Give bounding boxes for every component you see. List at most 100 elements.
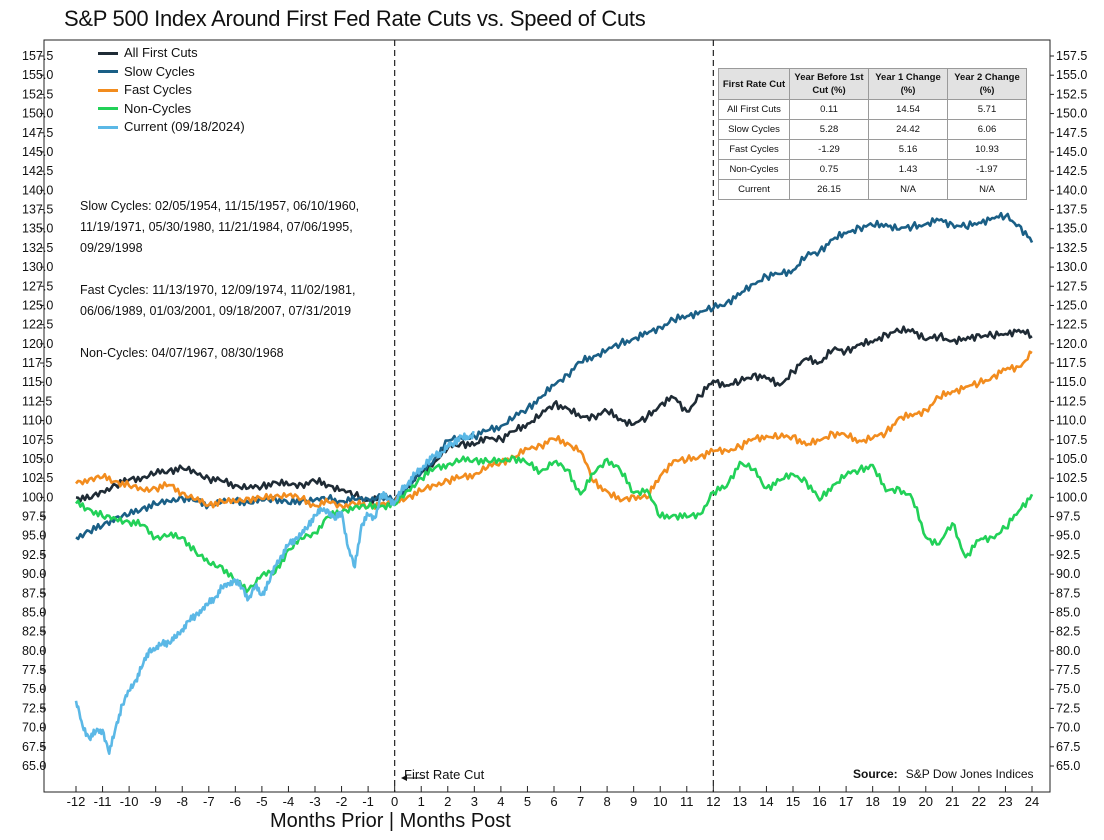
x-tick-label: -9	[150, 794, 162, 809]
y-tick-label: 75.0	[22, 682, 46, 696]
legend-label: All First Cuts	[124, 45, 198, 60]
x-tick-label: -8	[176, 794, 188, 809]
x-tick-label: -2	[336, 794, 348, 809]
table-cell: 1.43	[868, 159, 948, 180]
y-tick-label: 115.0	[1056, 375, 1086, 389]
y-tick-label: 125.0	[1056, 298, 1087, 312]
table-cell: 26.15	[789, 179, 869, 200]
y-tick-label: 85.0	[1056, 605, 1080, 619]
y-tick-label: 72.5	[22, 701, 46, 715]
x-tick-label: 21	[945, 794, 959, 809]
y-tick-label: 112.5	[1056, 394, 1086, 408]
y-tick-label: 117.5	[1056, 356, 1086, 370]
x-tick-label: -4	[283, 794, 295, 809]
x-tick-label: 22	[972, 794, 986, 809]
legend-swatch	[98, 125, 118, 129]
x-tick-label: 13	[733, 794, 747, 809]
y-tick-label: 92.5	[22, 548, 46, 562]
x-tick-label: -12	[67, 794, 86, 809]
x-tick-label: 2	[444, 794, 451, 809]
table-cell: 10.93	[947, 139, 1027, 160]
y-tick-label: 100.0	[1056, 490, 1087, 504]
source-label: Source: S&P Dow Jones Indices	[853, 767, 1034, 781]
x-tick-label: 15	[786, 794, 800, 809]
x-tick-label: 3	[471, 794, 478, 809]
table-cell: 14.54	[868, 99, 948, 120]
table-cell: Fast Cycles	[718, 139, 790, 160]
y-tick-label: 67.5	[1056, 740, 1080, 754]
y-tick-label: 67.5	[22, 740, 46, 754]
reference-lines	[394, 40, 714, 792]
y-tick-label: 97.5	[1056, 510, 1080, 524]
y-tick-label: 65.0	[22, 759, 46, 773]
table-cell: Slow Cycles	[718, 119, 790, 140]
y-tick-label: 95.0	[22, 529, 46, 543]
y-tick-label: 145.0	[22, 145, 53, 159]
y-tick-label: 155.0	[22, 68, 53, 82]
y-tick-label: 72.5	[1056, 701, 1080, 715]
x-tick-label: 23	[998, 794, 1012, 809]
cycle-dates-notes: Slow Cycles: 02/05/1954, 11/15/1957, 06/…	[80, 196, 380, 385]
y-tick-label: 107.5	[22, 433, 53, 447]
table-cell: 5.28	[789, 119, 869, 140]
table-row: All First Cuts 0.11 14.54 5.71	[718, 99, 1027, 120]
x-tick-label: -7	[203, 794, 215, 809]
y-tick-label: 122.5	[22, 318, 53, 332]
x-tick-label: 6	[550, 794, 557, 809]
x-tick-label: 12	[706, 794, 720, 809]
table-row: Current 26.15 N/A N/A	[718, 179, 1027, 200]
y-tick-label: 142.5	[1056, 164, 1087, 178]
x-tick-label: 11	[680, 794, 694, 809]
y-tick-label: 122.5	[1056, 318, 1087, 332]
y-tick-label: 107.5	[1056, 433, 1087, 447]
table-cell: 5.71	[947, 99, 1027, 120]
y-tick-label: 125.0	[22, 298, 53, 312]
y-tick-label: 95.0	[1056, 529, 1080, 543]
table-cell: 24.42	[868, 119, 948, 140]
y-tick-label: 87.5	[22, 586, 46, 600]
y-tick-label: 112.5	[22, 394, 52, 408]
legend: All First Cuts Slow Cycles Fast Cycles N…	[98, 44, 245, 137]
series-line-current	[74, 430, 475, 756]
y-tick-label: 80.0	[1056, 644, 1080, 658]
y-tick-label: 135.0	[1056, 222, 1087, 236]
y-tick-label: 157.5	[22, 49, 53, 63]
y-tick-label: 152.5	[22, 87, 53, 101]
y-tick-label: 142.5	[22, 164, 53, 178]
note-fast-cycles: Fast Cycles: 11/13/1970, 12/09/1974, 11/…	[80, 283, 356, 318]
table-cell: N/A	[868, 179, 948, 200]
legend-label: Fast Cycles	[124, 82, 192, 97]
x-tick-label: 4	[497, 794, 504, 809]
legend-label: Current (09/18/2024)	[124, 119, 245, 134]
x-tick-label: 7	[577, 794, 584, 809]
series-lines	[74, 211, 1034, 756]
note-non-cycles: Non-Cycles: 04/07/1967, 08/30/1968	[80, 346, 284, 360]
x-tick-label: 9	[630, 794, 637, 809]
y-tick-label: 147.5	[1056, 126, 1087, 140]
table-header-cell: Year 2 Change (%)	[947, 68, 1027, 100]
x-tick-label: -5	[256, 794, 268, 809]
y-tick-label: 137.5	[22, 203, 53, 217]
table-cell: -1.97	[947, 159, 1027, 180]
y-tick-label: 75.0	[1056, 682, 1080, 696]
table-cell: 0.75	[789, 159, 869, 180]
y-tick-label: 102.5	[1056, 471, 1087, 485]
legend-item-non-cycles: Non-Cycles	[98, 100, 245, 119]
y-tick-label: 80.0	[22, 644, 46, 658]
legend-swatch	[98, 70, 118, 74]
table-cell: N/A	[947, 179, 1027, 200]
y-tick-label: 85.0	[22, 605, 46, 619]
y-tick-label: 127.5	[22, 279, 53, 293]
y-tick-label: 87.5	[1056, 586, 1080, 600]
table-row: Non-Cycles 0.75 1.43 -1.97	[718, 159, 1027, 180]
y-tick-label: 97.5	[22, 510, 46, 524]
x-tick-label: 1	[418, 794, 425, 809]
y-tick-label: 120.0	[1056, 337, 1087, 351]
y-tick-label: 155.0	[1056, 68, 1087, 82]
legend-item-fast-cycles: Fast Cycles	[98, 81, 245, 100]
y-tick-label: 117.5	[22, 356, 52, 370]
legend-swatch	[98, 88, 118, 92]
y-tick-label: 77.5	[1056, 663, 1080, 677]
plot-frame	[43, 39, 1051, 793]
